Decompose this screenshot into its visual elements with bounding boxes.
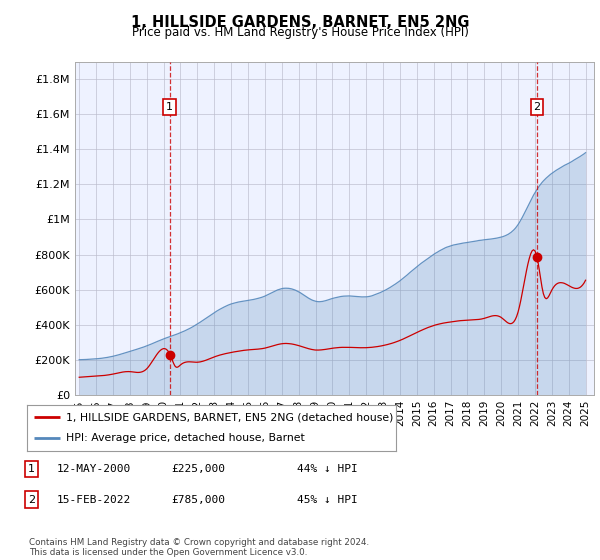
Text: Contains HM Land Registry data © Crown copyright and database right 2024.
This d: Contains HM Land Registry data © Crown c… [29, 538, 369, 557]
Text: 1: 1 [28, 464, 35, 474]
Text: 1, HILLSIDE GARDENS, BARNET, EN5 2NG: 1, HILLSIDE GARDENS, BARNET, EN5 2NG [131, 15, 469, 30]
Text: 1: 1 [166, 102, 173, 112]
Text: 1, HILLSIDE GARDENS, BARNET, EN5 2NG (detached house): 1, HILLSIDE GARDENS, BARNET, EN5 2NG (de… [66, 412, 393, 422]
Text: 2: 2 [533, 102, 541, 112]
Text: 44% ↓ HPI: 44% ↓ HPI [297, 464, 358, 474]
Text: 15-FEB-2022: 15-FEB-2022 [57, 494, 131, 505]
Text: 12-MAY-2000: 12-MAY-2000 [57, 464, 131, 474]
Text: £225,000: £225,000 [171, 464, 225, 474]
Text: Price paid vs. HM Land Registry's House Price Index (HPI): Price paid vs. HM Land Registry's House … [131, 26, 469, 39]
Text: £785,000: £785,000 [171, 494, 225, 505]
Text: 2: 2 [28, 494, 35, 505]
Text: 45% ↓ HPI: 45% ↓ HPI [297, 494, 358, 505]
Text: HPI: Average price, detached house, Barnet: HPI: Average price, detached house, Barn… [66, 433, 304, 444]
